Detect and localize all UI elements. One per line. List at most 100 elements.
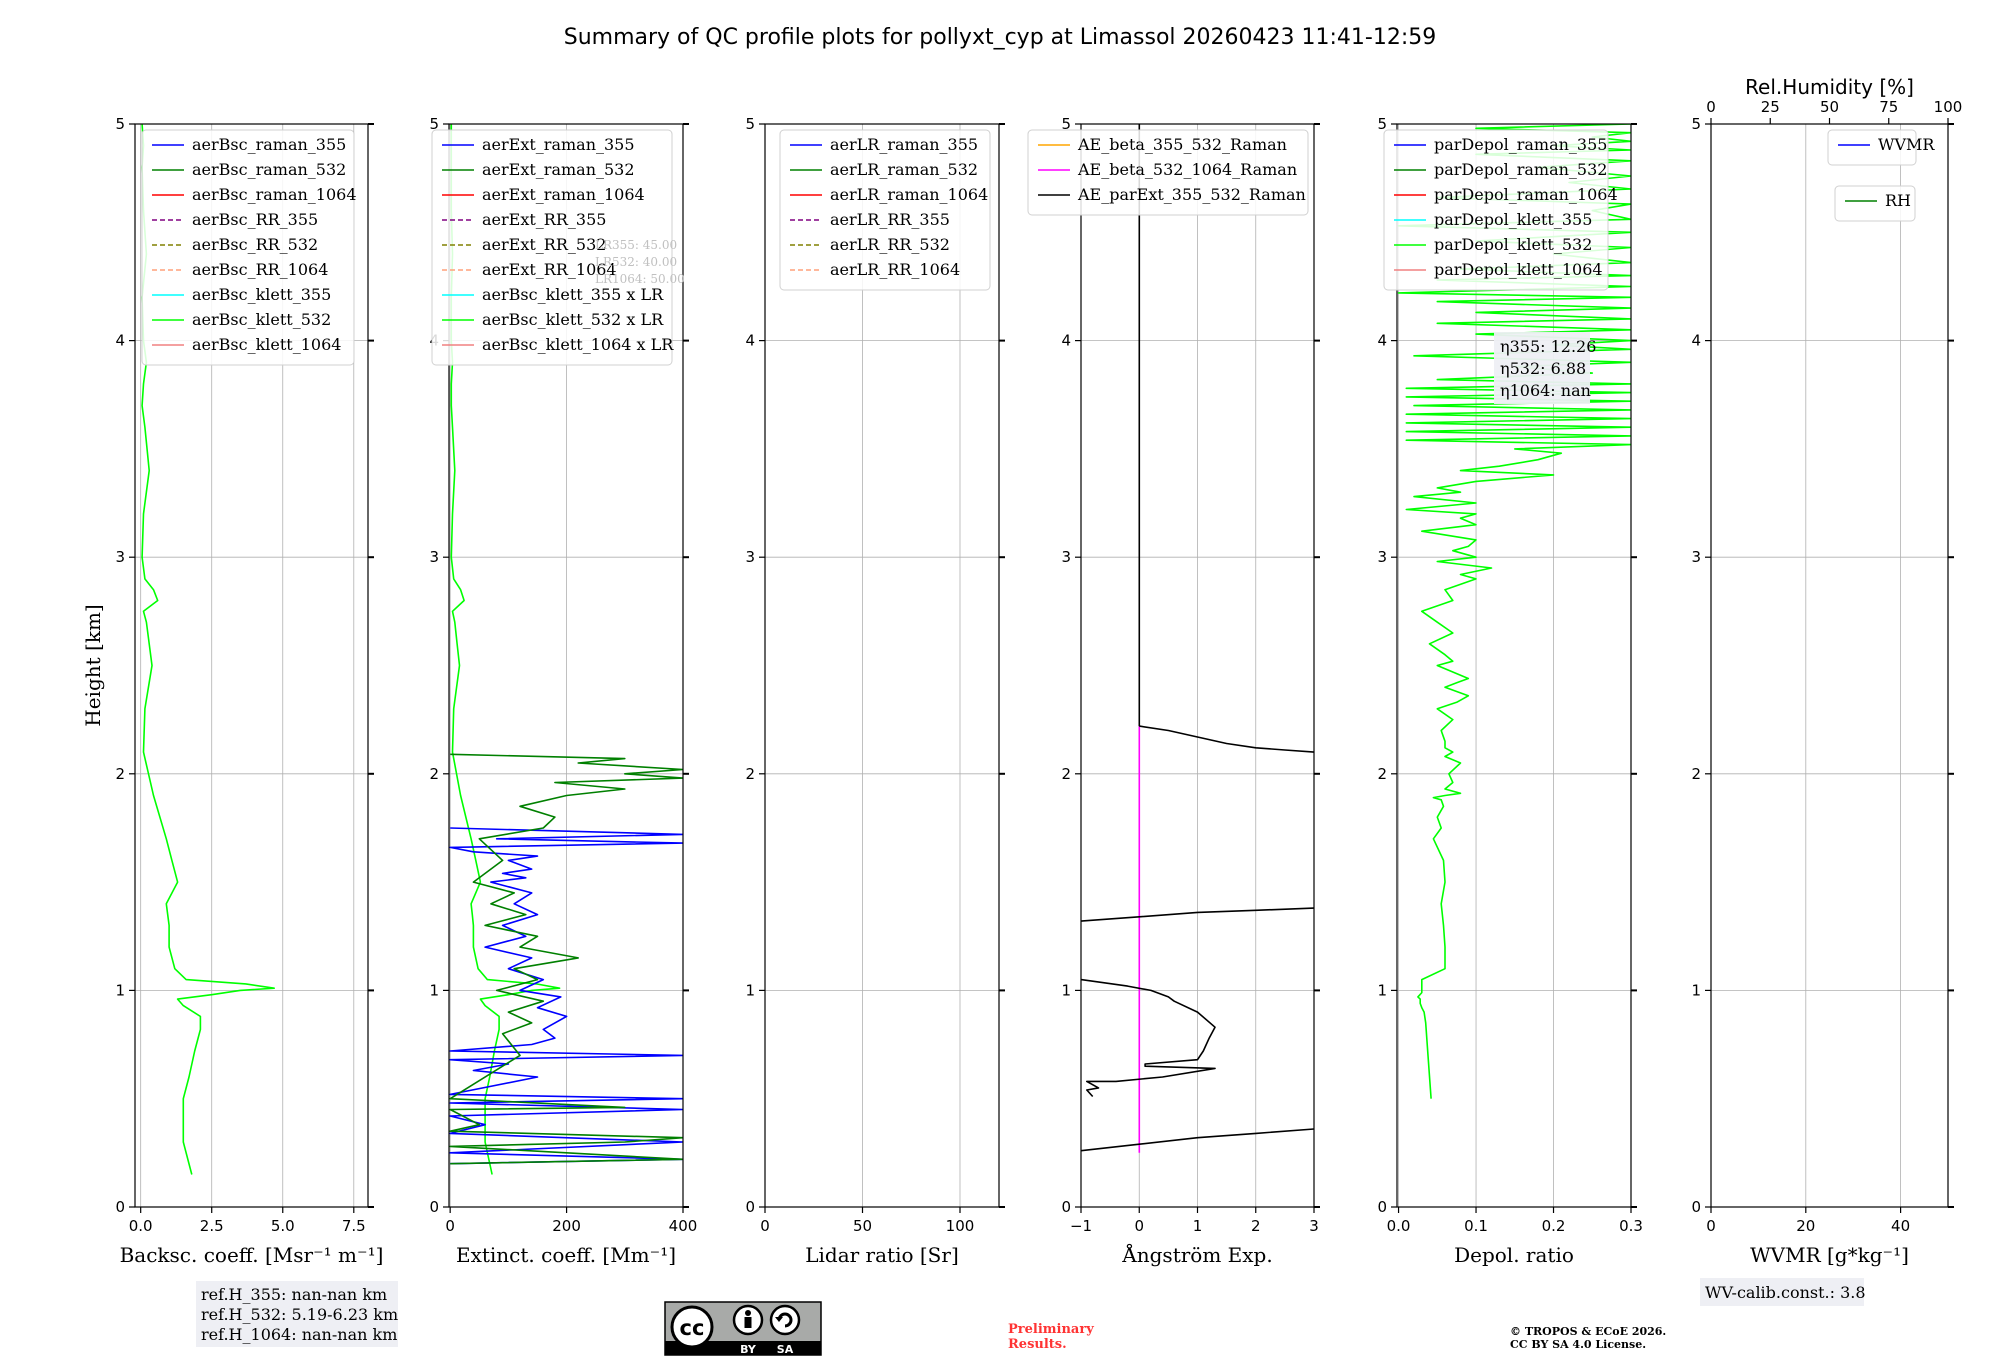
x-tick-label: 0 — [760, 1217, 770, 1235]
y-tick-label: 2 — [115, 765, 125, 783]
legend-label: aerBsc_klett_1064 x LR — [482, 335, 674, 354]
y-tick-label: 1 — [745, 981, 755, 999]
y-tick-label: 5 — [1377, 115, 1387, 133]
refh-label: ref.H_1064: nan-nan km — [201, 1325, 397, 1344]
x-tick-label: 0 — [445, 1217, 455, 1235]
y-tick-label: 0 — [1377, 1198, 1387, 1216]
y-tick-label: 4 — [745, 332, 755, 350]
legend-frame — [779, 129, 991, 291]
footer: cc BY SA Preliminary Results. © TROPOS &… — [664, 1301, 1666, 1356]
by-label: BY — [740, 1343, 757, 1356]
wvcalib-label: WV-calib.const.: 3.8 — [1705, 1283, 1866, 1302]
y-tick-label: 1 — [115, 981, 125, 999]
top-x-tick-label: 75 — [1879, 98, 1898, 116]
legend-label: AE_parExt_355_532_Raman — [1077, 185, 1306, 204]
x-tick-label: 400 — [669, 1217, 698, 1235]
legend-label: aerBsc_RR_355 — [192, 210, 318, 229]
y-tick-label: 4 — [115, 332, 125, 350]
x-tick-label: 5.0 — [271, 1217, 295, 1235]
legend-label: parDepol_raman_532 — [1434, 160, 1607, 179]
legend-label: WVMR — [1878, 135, 1935, 154]
top-x-axis-label: Rel.Humidity [%] — [1745, 75, 1914, 99]
legend-label: aerBsc_RR_1064 — [192, 260, 328, 279]
y-tick-label: 0 — [115, 1198, 125, 1216]
figure-title: Summary of QC profile plots for pollyxt_… — [564, 25, 1437, 50]
x-tick-label: 0 — [1134, 1217, 1144, 1235]
y-tick-label: 0 — [429, 1198, 439, 1216]
y-tick-label: 3 — [115, 548, 125, 566]
y-tick-label: 3 — [1061, 548, 1071, 566]
cc-by-sa-badge: cc BY SA — [664, 1301, 822, 1356]
x-tick-label: 50 — [853, 1217, 872, 1235]
series-line-aerBsc_klett_532 x LR — [450, 124, 561, 1175]
series-line-AE_parExt_355_532_Raman — [1081, 907, 1314, 922]
legend: aerLR_raman_355 aerLR_raman_532 aerLR_rama… — [779, 129, 991, 291]
legend-label: AE_beta_532_1064_Raman — [1077, 160, 1297, 179]
legend-label: aerLR_RR_1064 — [830, 260, 960, 279]
y-tick-label: 0 — [1061, 1198, 1071, 1216]
panel-depol: 0.0 0.1 0.2 0.3 0 1 2 3 4 5 Depol. ratio parDepol_r… — [1377, 115, 1642, 1267]
x-tick-label: 2 — [1251, 1217, 1261, 1235]
legend-label: parDepol_klett_1064 — [1434, 260, 1603, 279]
series-group — [449, 124, 683, 1175]
legend-frame — [1027, 129, 1309, 216]
y-tick-label: 0 — [745, 1198, 755, 1216]
legend-label: parDepol_klett_532 — [1434, 235, 1592, 254]
y-tick-label: 1 — [1691, 981, 1701, 999]
top-x-tick-label: 0 — [1706, 98, 1716, 116]
legend-label: AE_beta_355_532_Raman — [1077, 135, 1287, 154]
y-tick-label: 3 — [429, 548, 439, 566]
top-x-tick-label: 50 — [1820, 98, 1839, 116]
x-tick-label: 100 — [946, 1217, 975, 1235]
series-group — [141, 124, 276, 1175]
x-tick-label: 200 — [552, 1217, 581, 1235]
y-tick-label: 3 — [745, 548, 755, 566]
y-tick-label: 1 — [1061, 981, 1071, 999]
y-tick-label: 1 — [429, 981, 439, 999]
legend: AE_beta_355_532_Raman AE_beta_532_1064_Ra… — [1027, 129, 1309, 216]
top-x-tick-label: 25 — [1761, 98, 1780, 116]
legend-frame — [1827, 129, 1917, 166]
refh-label: ref.H_355: nan-nan km — [201, 1285, 387, 1304]
x-tick-label: 3 — [1309, 1217, 1319, 1235]
panel-ext: 0200400012345Extinct. coeff. [Mm⁻¹]aerEx… — [429, 115, 697, 1267]
legend-label: aerLR_raman_1064 — [830, 185, 988, 204]
lr-label: LR355: 45.00 — [595, 238, 677, 252]
y-tick-label: 2 — [1691, 765, 1701, 783]
panel-wv: 0 20 40 0 1 2 3 4 5 WVMR [g*kg⁻¹] 0 25 50 75 100 Rel.Hu… — [1691, 75, 1962, 1306]
series-line-aerExt_raman_532 — [449, 753, 683, 1165]
lr-label: LR532: 40.00 — [595, 255, 677, 269]
x-axis-label: Ångström Exp. — [1121, 1242, 1272, 1267]
wvcalib-box — [1700, 1278, 1864, 1306]
copyright-line1: © TROPOS & ECoE 2026. — [1510, 1325, 1666, 1338]
legend: aerBsc_raman_355 aerBsc_raman_532 aerBsc_r… — [141, 129, 357, 366]
legend-label: aerExt_RR_355 — [482, 210, 606, 229]
x-tick-label: 0 — [1706, 1217, 1716, 1235]
legend-label: aerExt_raman_1064 — [482, 185, 645, 204]
cc-logo-icon — [670, 1305, 714, 1349]
legend-label: parDepol_raman_355 — [1434, 135, 1607, 154]
cc-logo-text: cc — [680, 1316, 705, 1340]
legend-label: aerLR_raman_532 — [830, 160, 978, 179]
y-tick-label: 3 — [1691, 548, 1701, 566]
legend-frame — [141, 129, 355, 366]
y-tick-label: 4 — [1061, 332, 1071, 350]
y-tick-label: 5 — [745, 115, 755, 133]
copyright-line2: CC BY SA 4.0 License. — [1510, 1338, 1646, 1351]
y-tick-label: 4 — [1691, 332, 1701, 350]
legend-label: aerBsc_raman_1064 — [192, 185, 357, 204]
sa-share-icon — [769, 1304, 801, 1336]
legend-label: RH — [1885, 191, 1911, 210]
legend-label: aerBsc_klett_355 — [192, 285, 331, 304]
x-tick-label: 0.1 — [1464, 1217, 1488, 1235]
x-axis-label: Lidar ratio [Sr] — [805, 1243, 959, 1267]
legend-label: aerExt_RR_532 — [482, 235, 606, 254]
legend-label: aerBsc_RR_532 — [192, 235, 318, 254]
x-tick-label: 40 — [1891, 1217, 1910, 1235]
legend-rh: RH — [1834, 185, 1916, 222]
legend-label: aerExt_RR_1064 — [482, 260, 617, 279]
legend: WVMR — [1827, 129, 1935, 166]
legend-label: aerBsc_klett_355 x LR — [482, 285, 664, 304]
y-tick-label: 5 — [429, 115, 439, 133]
